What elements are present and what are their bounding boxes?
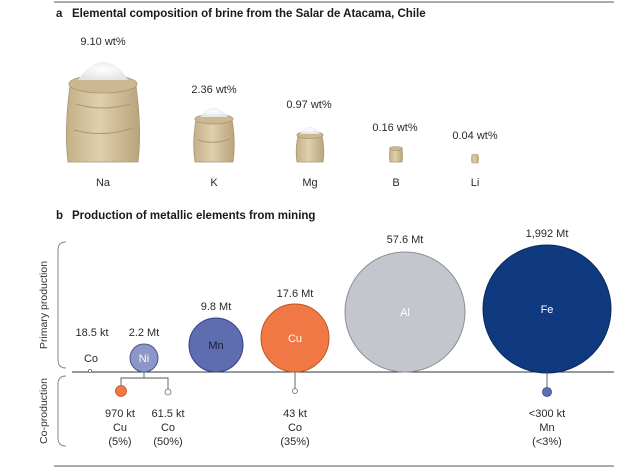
element-na: Na [96,177,111,189]
circle-co-co-cu [292,388,298,394]
co-value-cu: 970 kt [105,408,135,420]
sack-b [389,146,403,163]
element-ni: Ni [139,353,149,365]
value-k: 2.36 wt% [191,84,236,96]
value-ni: 2.2 Mt [129,327,160,339]
value-li: 0.04 wt% [452,130,497,142]
element-co-primary: Co [84,353,98,365]
connector-ni-co [144,377,169,389]
circle-al [344,251,466,373]
element-al: Al [400,307,410,319]
value-al: 57.6 Mt [387,234,424,246]
element-li: Li [471,177,480,189]
circle-mn [188,317,244,373]
co-bracket [57,375,67,447]
panel-a-title: Elemental composition of brine from the … [72,8,426,20]
element-fe: Fe [541,304,554,316]
value-na: 9.10 wt% [80,36,125,48]
value-mn: 9.8 Mt [201,301,232,313]
value-b: 0.16 wt% [372,122,417,134]
circle-mn-co [542,387,552,397]
value-co-primary: 18.5 kt [75,327,108,339]
sack-k [193,108,235,163]
panel-b-letter: b [56,210,63,222]
element-mg: Mg [302,177,317,189]
co-share-co-cu: (35%) [280,436,309,448]
sack-na [66,62,140,163]
co-element-mn: Mn [539,422,554,434]
value-fe: 1,992 Mt [526,228,569,240]
panel-b-title: Production of metallic elements from min… [72,210,315,222]
co-element-cu: Cu [113,422,127,434]
circle-co-co-ni [164,388,172,396]
primary-production-label: Primary production [38,261,50,349]
element-cu: Cu [288,333,302,345]
connector-ni [120,372,145,386]
element-mn: Mn [208,340,223,352]
sack-mg [295,127,325,163]
co-share-cu: (5%) [108,436,131,448]
co-share-co-ni: (50%) [153,436,182,448]
circle-cu-co [115,385,127,397]
element-b: B [392,177,399,189]
co-production-label: Co-production [38,378,50,444]
panel-a-letter: a [56,8,63,20]
primary-bracket [57,241,67,369]
value-cu: 17.6 Mt [277,288,314,300]
co-value-mn: <300 kt [529,408,565,420]
co-share-mn: (<3%) [532,436,562,448]
co-element-co-cu: Co [288,422,302,434]
co-element-co-ni: Co [161,422,175,434]
circle-co-primary [88,368,93,373]
value-mg: 0.97 wt% [286,99,331,111]
element-k: K [210,177,218,189]
sack-li [471,153,479,164]
co-value-co-cu: 43 kt [283,408,307,420]
co-value-co-ni: 61.5 kt [151,408,184,420]
